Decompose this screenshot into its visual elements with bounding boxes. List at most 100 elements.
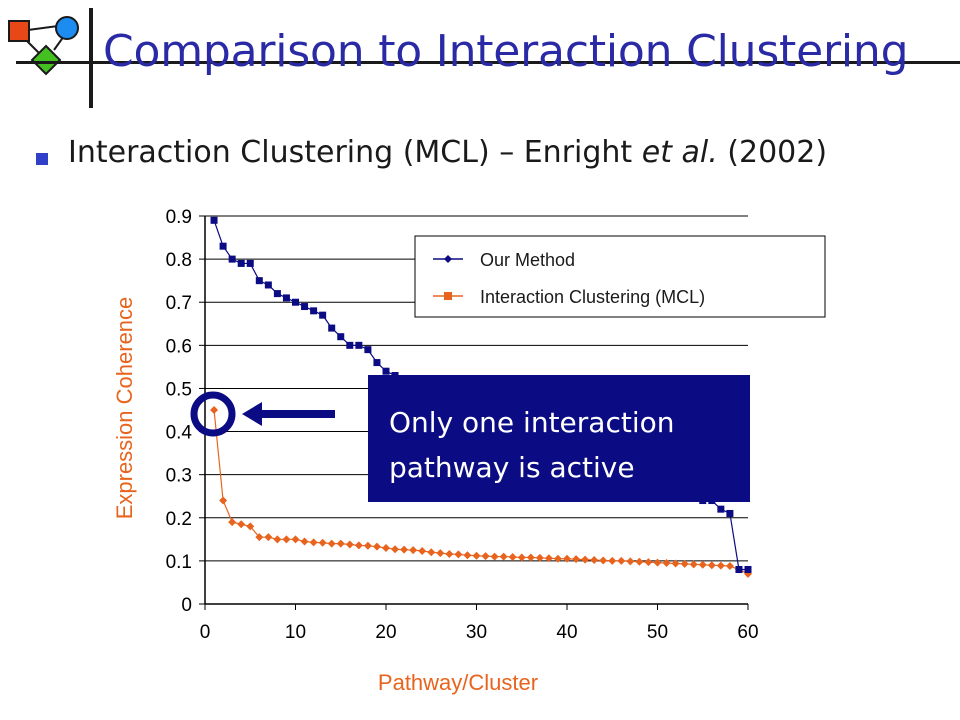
data-point <box>219 496 228 505</box>
callout-box: Only one interaction pathway is active <box>368 375 750 502</box>
y-tick-label: 0.5 <box>166 379 192 400</box>
y-tick-label: 0.7 <box>166 293 192 314</box>
y-tick-label: 0.1 <box>166 552 192 573</box>
data-point <box>319 311 327 319</box>
data-point <box>372 542 381 551</box>
data-point <box>726 509 734 517</box>
data-point <box>572 555 581 564</box>
x-tick-label: 60 <box>737 622 758 643</box>
bullet-text-italic: et al. <box>641 135 718 170</box>
legend-marker-mcl <box>444 292 452 300</box>
data-point <box>735 566 743 574</box>
data-point <box>581 555 590 564</box>
y-tick-label: 0.6 <box>166 336 192 357</box>
x-axis-label: Pathway/Cluster <box>378 670 538 695</box>
y-axis-label: Expression Coherence <box>112 297 137 520</box>
data-point <box>364 346 372 354</box>
data-point <box>689 560 698 569</box>
data-point <box>427 548 436 557</box>
data-point <box>463 551 472 560</box>
data-point <box>228 518 237 527</box>
y-tick-label: 0.3 <box>166 466 192 487</box>
y-tick-label: 0.9 <box>166 207 192 228</box>
data-point <box>563 554 571 563</box>
legend-box <box>414 235 826 318</box>
data-point <box>309 538 318 547</box>
data-point <box>590 556 599 565</box>
data-point <box>382 367 390 375</box>
y-tick-labels: 0 0.1 0.2 0.3 0.4 0.5 0.6 0.7 0.8 0.9 <box>166 207 193 616</box>
data-point <box>273 290 281 298</box>
data-point <box>210 216 218 224</box>
data-point <box>219 242 227 250</box>
data-point <box>255 533 264 542</box>
data-point <box>300 537 309 546</box>
data-point <box>391 545 400 554</box>
slide-title: Comparison to Interaction Clustering <box>103 26 909 77</box>
header-vertical-rule <box>89 8 93 108</box>
legend-label-our-method: Our Method <box>480 250 575 270</box>
data-point <box>363 541 372 550</box>
data-point <box>481 552 490 561</box>
data-point <box>490 552 499 561</box>
data-point <box>599 556 608 565</box>
data-point <box>671 559 680 568</box>
y-tick-label: 0.4 <box>166 423 193 444</box>
data-point <box>210 406 219 414</box>
x-tick-label: 20 <box>375 622 396 643</box>
data-point <box>264 533 273 542</box>
data-point <box>400 545 409 554</box>
data-point <box>328 324 336 332</box>
data-point <box>635 557 644 566</box>
data-point <box>355 341 363 349</box>
data-point <box>418 546 427 555</box>
callout-line-2: pathway is active <box>389 451 635 484</box>
data-point <box>318 538 327 547</box>
logo-icon <box>8 16 79 76</box>
y-tick-label: 0 <box>181 595 192 616</box>
bullet-text: Interaction Clustering (MCL) – Enright e… <box>68 135 827 170</box>
data-point <box>626 557 635 566</box>
data-point <box>436 549 445 558</box>
callout-line-1: Only one interaction <box>389 406 675 439</box>
data-point <box>292 298 299 306</box>
data-point <box>291 535 300 544</box>
data-point <box>382 543 390 552</box>
data-point <box>445 549 454 558</box>
data-point <box>717 505 725 513</box>
data-point <box>617 556 626 565</box>
data-point <box>409 546 418 555</box>
callout-arrow <box>242 402 335 426</box>
header-horizontal-rule <box>16 61 960 64</box>
data-point <box>526 553 535 562</box>
data-point <box>282 535 291 544</box>
data-point <box>508 553 517 562</box>
data-point <box>472 551 481 560</box>
data-point <box>707 561 716 570</box>
x-tick-label: 10 <box>285 622 306 643</box>
y-tick-label: 0.2 <box>166 509 192 530</box>
data-point <box>535 553 544 562</box>
data-point <box>499 552 508 561</box>
highlight-circle <box>190 391 236 437</box>
bullet-text-suffix: (2002) <box>717 135 828 170</box>
data-point <box>237 520 246 529</box>
x-tick-labels: 0 10 20 30 40 50 60 <box>200 622 759 643</box>
y-tick-label: 0.8 <box>166 250 192 271</box>
legend-label-mcl: Interaction Clustering (MCL) <box>480 287 705 307</box>
data-point <box>246 522 255 531</box>
data-point <box>273 535 282 544</box>
data-point <box>237 259 245 267</box>
data-point <box>346 341 354 349</box>
data-point <box>653 558 662 567</box>
data-point <box>716 561 725 570</box>
data-point <box>544 554 553 563</box>
data-point <box>644 558 653 567</box>
data-point <box>337 333 345 341</box>
series-mcl <box>210 406 752 578</box>
data-point <box>282 294 290 302</box>
data-point <box>373 359 381 367</box>
data-point <box>246 259 254 267</box>
data-point <box>310 307 318 315</box>
